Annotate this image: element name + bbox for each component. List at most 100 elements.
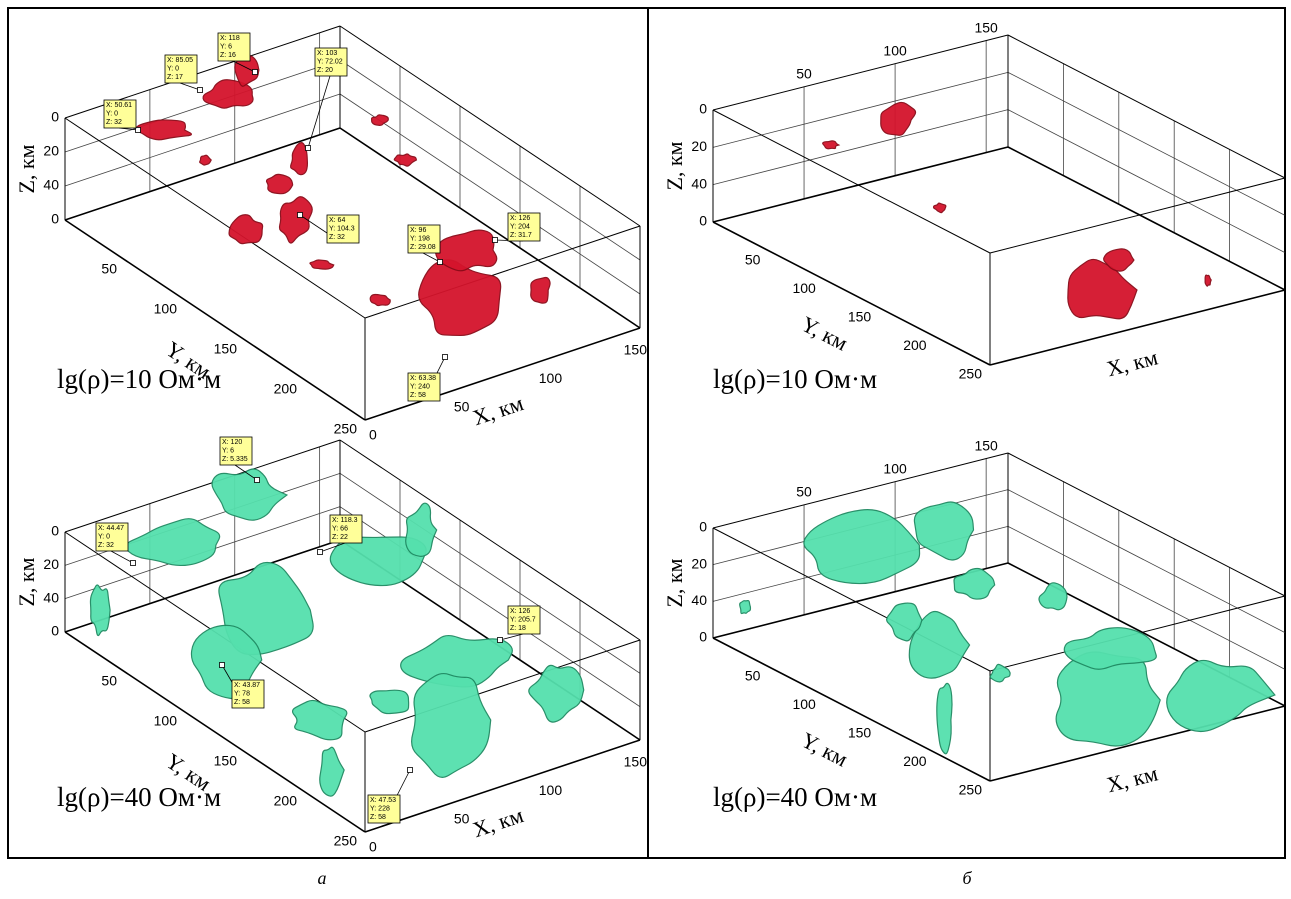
x-tick-label: 100 [883, 460, 907, 476]
isosurface [803, 509, 921, 585]
tip-text: Y: 240 [410, 383, 430, 390]
box-edge [364, 639, 641, 733]
box-edge [712, 109, 991, 254]
tip-point [252, 69, 258, 75]
tip-text: Z: 32 [98, 542, 114, 549]
tip-text: Z: 18 [510, 625, 526, 632]
data-tip [314, 47, 348, 77]
z-tick-label: 20 [691, 555, 707, 571]
x-axis-label: X, км [470, 390, 527, 430]
isosurface [370, 114, 389, 126]
isosurface [319, 746, 345, 797]
tip-text: Z: 58 [370, 814, 386, 821]
isosurface [1204, 274, 1212, 287]
y-tick-label: 50 [745, 251, 761, 267]
tip-text: X: 103 [317, 50, 337, 57]
panel-label: а [318, 868, 327, 888]
box-edge [989, 289, 1286, 366]
box-edge [712, 221, 991, 366]
box-edge [64, 117, 366, 319]
data-tip [103, 99, 137, 129]
tip-text: X: 118 [220, 35, 240, 42]
y-tick-label: 250 [959, 782, 983, 798]
data-tip [164, 54, 198, 84]
isosurface [405, 502, 438, 557]
caption: lg(ρ)=10 Ом·м [713, 364, 877, 394]
isosurface [435, 229, 498, 272]
tip-point [297, 212, 303, 218]
box-edge [1007, 34, 1286, 179]
isosurface [411, 672, 492, 778]
isosurface [989, 663, 1011, 683]
isosurface [1038, 582, 1068, 611]
isosurface [211, 468, 289, 521]
tip-point [317, 549, 323, 555]
tip-leader [234, 464, 258, 481]
box-edge [64, 539, 341, 633]
box-edge [64, 439, 341, 533]
tip-text: Y: 6 [220, 43, 232, 50]
tip-text: Z: 32 [329, 234, 345, 241]
isosurface [908, 610, 971, 679]
x-tick-label: 100 [539, 782, 563, 798]
y-axis-label: Y, км [797, 727, 852, 772]
grid-line [339, 473, 641, 674]
isosurface [265, 173, 294, 195]
tip-text: Z: 58 [410, 392, 426, 399]
box-edge [712, 452, 1009, 529]
z-tick-label: 0 [699, 101, 707, 117]
isosurface [278, 196, 313, 244]
y-tick-label: 150 [214, 341, 238, 357]
data-tip [217, 32, 251, 62]
y-tick-label: 200 [903, 753, 927, 769]
tip-text: Y: 6 [222, 447, 234, 454]
grid-line [1007, 525, 1286, 670]
y-tick-label: 200 [274, 381, 298, 397]
isosurface [329, 536, 427, 587]
data-tip [95, 522, 129, 552]
data-tip [326, 214, 360, 244]
tip-text: Y: 0 [98, 533, 110, 540]
tip-text: Z: 17 [167, 74, 183, 81]
tip-text: X: 63.38 [410, 375, 436, 382]
y-tick-label: 150 [214, 753, 238, 769]
tip-text: Y: 66 [332, 525, 348, 532]
tip-text: X: 44.47 [98, 525, 124, 532]
x-tick-label: 150 [624, 754, 648, 770]
z-tick-label: 20 [43, 143, 59, 159]
isosurface [913, 501, 975, 561]
tip-point [130, 560, 136, 566]
tip-leader [110, 550, 134, 564]
isosurface [393, 153, 418, 167]
frame [7, 7, 1286, 859]
box-edge [339, 25, 641, 227]
tip-point [219, 662, 225, 668]
isosurface [1166, 659, 1276, 733]
z-tick-label: 0 [51, 523, 59, 539]
tip-text: Y: 104.3 [329, 225, 355, 232]
z-axis-label: Z, км [14, 557, 39, 606]
tip-point [135, 127, 141, 133]
data-tip [329, 514, 363, 544]
x-tick-label: 150 [974, 19, 998, 35]
tip-point [492, 237, 498, 243]
tip-text: Z: 31.7 [510, 232, 532, 239]
data-tip [367, 794, 401, 824]
data-tip [407, 224, 441, 254]
isosurface [936, 682, 953, 755]
caption: lg(ρ)=40 Ом·м [57, 782, 221, 812]
box-edge [339, 127, 641, 329]
isosurface [528, 664, 585, 723]
z-axis-label: Z, км [14, 144, 39, 193]
y-axis-label: Y, км [797, 311, 852, 356]
isosurface [309, 259, 335, 270]
tip-text: Y: 0 [106, 110, 118, 117]
box-edge [364, 739, 641, 833]
y-tick-label: 250 [334, 833, 358, 849]
box-edge [712, 637, 991, 782]
x-axis-label: X, км [1104, 344, 1160, 381]
box-edge [712, 34, 1009, 111]
tip-text: Z: 58 [234, 699, 250, 706]
isosurface [369, 293, 391, 307]
grid-line [712, 71, 1009, 148]
